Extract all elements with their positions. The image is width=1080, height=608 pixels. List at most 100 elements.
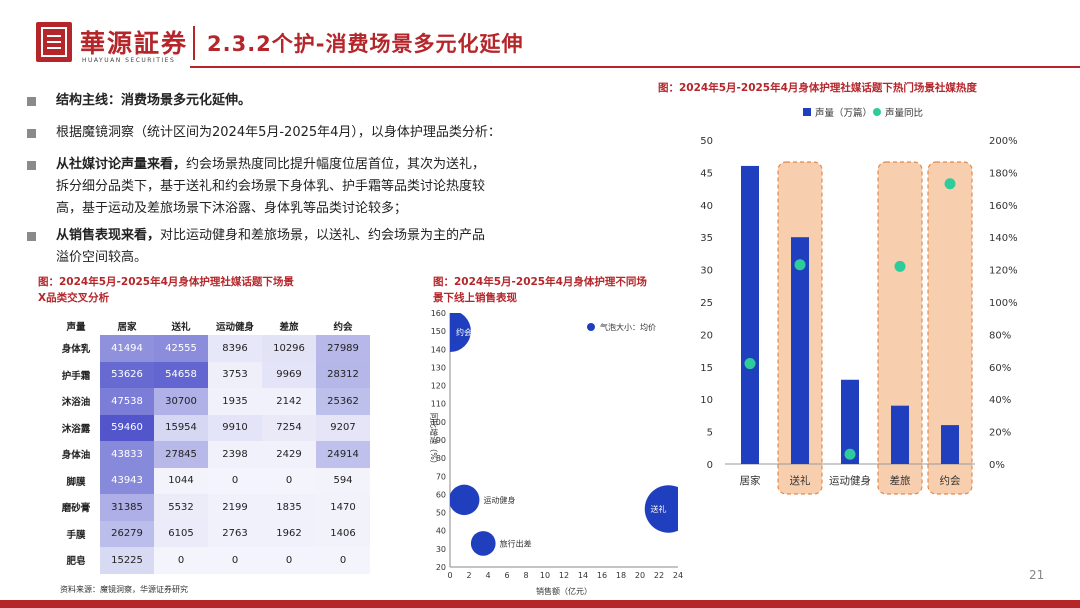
highlight-box <box>927 161 973 495</box>
row-label: 沐浴露 <box>61 423 91 435</box>
table-row: 身体乳 41494 42555 8396 10296 27989 <box>52 335 370 362</box>
y-tick-label: 150 <box>431 327 446 336</box>
table-row: 沐浴露 59460 15954 9910 7254 9207 <box>52 414 370 441</box>
heat-cell: 54658 <box>154 361 208 388</box>
heat-cell: 2429 <box>262 441 316 468</box>
x-tick-label: 14 <box>578 571 588 580</box>
heat-cell: 5532 <box>154 494 208 521</box>
point-yoy <box>744 358 756 370</box>
column-header: 送礼 <box>171 321 191 333</box>
x-tick-label: 送礼 <box>790 474 811 487</box>
heat-cell: 1935 <box>208 388 262 415</box>
page-number: 21 <box>1029 568 1045 582</box>
row-label: 手膜 <box>66 529 86 541</box>
heat-cell: 1044 <box>154 467 208 494</box>
y2-tick-label: 0% <box>989 460 1005 471</box>
heat-cell: 59460 <box>100 414 154 441</box>
bubble-point <box>470 531 496 556</box>
legend-marker-volume <box>803 108 811 116</box>
x-axis-title: 销售额（亿元） <box>536 586 592 595</box>
x-tick-label: 4 <box>485 571 490 580</box>
heat-cell: 6105 <box>154 520 208 547</box>
x-tick-label: 6 <box>504 571 509 580</box>
x-tick-label: 10 <box>540 571 550 580</box>
bullet-3-line-3: 高，基于运动及差旅场景下沐浴露、身体乳等品类讨论较多； <box>56 201 408 216</box>
y-tick-label: 50 <box>436 509 446 518</box>
x-tick-label: 16 <box>597 571 607 580</box>
source-note: 资料来源：魔镜洞察，华源证券研究 <box>60 585 188 594</box>
bar-chart: 声量（万篇） 声量同比 0 5 10 15 20 25 30 35 40 45 50 0% 20% 40% 60… <box>700 107 1018 495</box>
table-row: 护手霜 53626 54658 3753 9969 28312 <box>52 361 370 388</box>
heat-cell: 0 <box>262 467 316 494</box>
heat-cell: 25362 <box>316 388 370 415</box>
y2-tick-label: 60% <box>989 363 1011 374</box>
row-label: 脚膜 <box>66 476 86 488</box>
point-yoy <box>894 260 906 272</box>
y-tick-label: 10 <box>700 395 713 406</box>
y2-tick-label: 80% <box>989 330 1011 341</box>
x-tick-label: 22 <box>654 571 664 580</box>
legend-label-volume: 声量（万篇） <box>815 107 872 119</box>
column-header: 运动健身 <box>215 321 254 333</box>
y-tick-label: 30 <box>436 545 446 554</box>
bullet-marker <box>27 232 36 241</box>
x-tick-label: 2 <box>466 571 471 580</box>
table-corner-header: 声量 <box>66 321 86 333</box>
y-tick-label: 20 <box>436 563 446 572</box>
heat-cell: 31385 <box>100 494 154 521</box>
bullet-4-bold: 从销售表现来看， <box>56 228 161 243</box>
heat-cell: 15225 <box>100 547 154 574</box>
y-tick-label: 40 <box>700 201 713 212</box>
heat-cell: 53626 <box>100 361 154 388</box>
heat-cell: 0 <box>208 467 262 494</box>
heat-cell: 30700 <box>154 388 208 415</box>
heat-cell: 0 <box>316 547 370 574</box>
heat-cell: 1406 <box>316 520 370 547</box>
heat-cell: 2142 <box>262 388 316 415</box>
heat-cell: 43943 <box>100 467 154 494</box>
header-divider <box>193 26 195 60</box>
column-header: 约会 <box>333 321 353 333</box>
point-yoy <box>794 259 806 271</box>
heat-cell: 7254 <box>262 414 316 441</box>
row-label: 身体乳 <box>61 344 91 356</box>
heat-cell: 27845 <box>154 441 208 468</box>
heat-cell: 9207 <box>316 414 370 441</box>
bubble-point <box>644 485 678 533</box>
x-tick-label: 20 <box>635 571 645 580</box>
heat-cell: 2398 <box>208 441 262 468</box>
brand-name-en: HUAYUAN SECURITIES <box>82 57 176 64</box>
bullet-4-line-2: 溢价空间较高。 <box>56 250 148 265</box>
bubble-label: 旅行出差 <box>500 538 532 548</box>
y2-tick-label: 100% <box>989 298 1018 309</box>
table-row: 身体油 43833 27845 2398 2429 24914 <box>52 441 370 468</box>
heat-cell: 42555 <box>154 335 208 362</box>
column-header: 差旅 <box>279 321 299 333</box>
bubble-label: 约会 <box>456 327 472 337</box>
table-row: 肥皂 15225 0 0 0 0 <box>52 547 370 574</box>
y-tick-label: 45 <box>700 168 713 179</box>
legend-marker <box>587 323 595 331</box>
heat-cell: 1835 <box>262 494 316 521</box>
bullet-4: 从销售表现来看，对比运动健身和差旅场景，以送礼、约会场景为主的产品 <box>56 225 485 247</box>
row-label: 身体油 <box>61 450 91 462</box>
heat-cell: 2199 <box>208 494 262 521</box>
y-tick-label: 25 <box>700 298 713 309</box>
y-tick-label: 130 <box>431 363 446 372</box>
bubble-caption-line-1: 图：2024年5月-2025年4月身体护理不同场 <box>433 276 647 288</box>
bullet-marker <box>27 161 36 170</box>
y-tick-label: 15 <box>700 363 713 374</box>
page-title: 2.3.2个护-消费场景多元化延伸 <box>207 32 524 56</box>
y-tick-label: 40 <box>436 527 446 536</box>
y2-tick-label: 20% <box>989 428 1011 439</box>
bar-caption: 图：2024年5月-2025年4月身体护理社媒话题下热门场景社媒热度 <box>658 82 977 94</box>
bullet-3-line-1: 约会场景热度同比提升幅度位居首位，其次为送礼， <box>186 157 486 172</box>
row-label: 护手霜 <box>61 370 91 382</box>
y2-tick-label: 160% <box>989 201 1018 212</box>
heat-cell: 43833 <box>100 441 154 468</box>
heat-cell: 1962 <box>262 520 316 547</box>
bubble-label: 运动健身 <box>483 495 515 505</box>
y-tick-label: 5 <box>707 428 713 439</box>
bullet-4-line-1: 对比运动健身和差旅场景，以送礼、约会场景为主的产品 <box>160 228 486 243</box>
